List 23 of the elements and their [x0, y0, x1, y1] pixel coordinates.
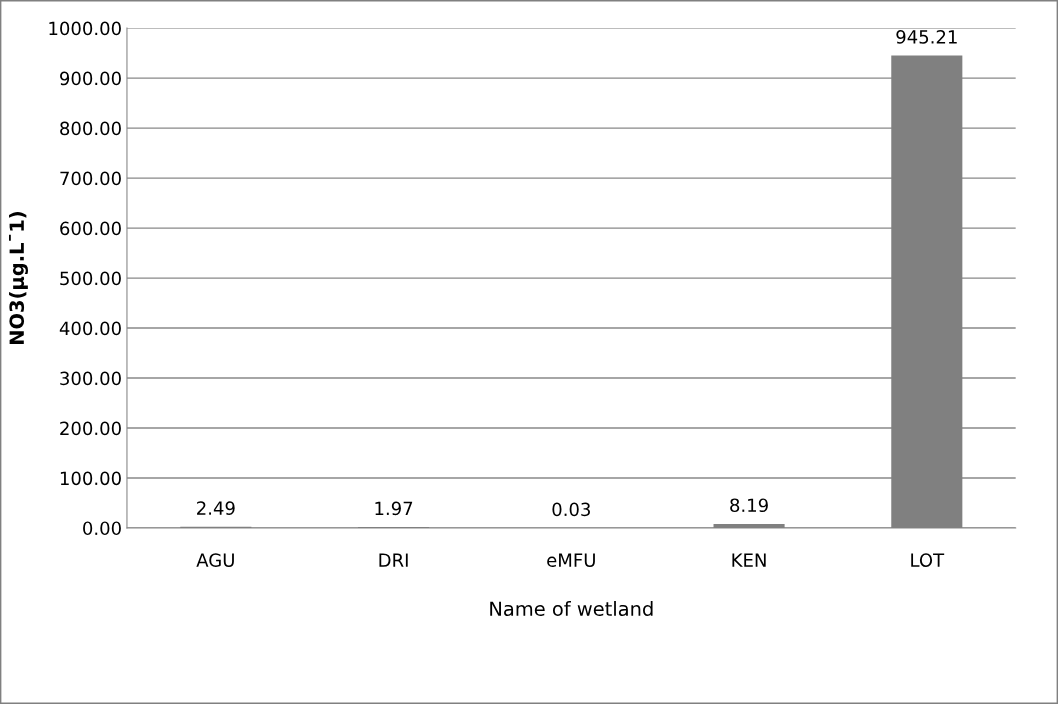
data-label: 1.97	[375, 501, 413, 516]
x-tick-label: eMFU	[547, 553, 595, 567]
y-tick-label: 900.00	[60, 71, 121, 86]
data-label: 0.03	[552, 502, 590, 517]
data-label: 2.49	[197, 501, 235, 515]
x-axis-title: Name of wetland	[490, 601, 653, 617]
y-tick-label: 700.00	[60, 171, 121, 186]
x-tick-label: DRI	[379, 553, 408, 567]
y-tick-label: 400.00	[59, 321, 121, 336]
y-tick-label: 600.00	[60, 221, 121, 236]
y-tick-label: 300.00	[60, 371, 121, 386]
y-tick-label: 500.00	[60, 271, 121, 286]
y-tick-label: 0.00	[83, 521, 121, 536]
data-label: 8.19	[730, 498, 768, 513]
x-tick-label: KEN	[732, 553, 766, 567]
y-tick-label: 800.00	[60, 121, 121, 136]
y-axis-title: NO3(µg.L¯1)	[9, 212, 28, 344]
data-label: 945.21	[896, 30, 957, 44]
y-tick-label: 100.00	[60, 471, 121, 486]
y-tick-label: 1000.00	[49, 21, 121, 36]
x-tick-label: AGU	[196, 553, 234, 567]
y-tick-label: 200.00	[60, 421, 121, 436]
x-tick-label: LOT	[911, 553, 945, 567]
